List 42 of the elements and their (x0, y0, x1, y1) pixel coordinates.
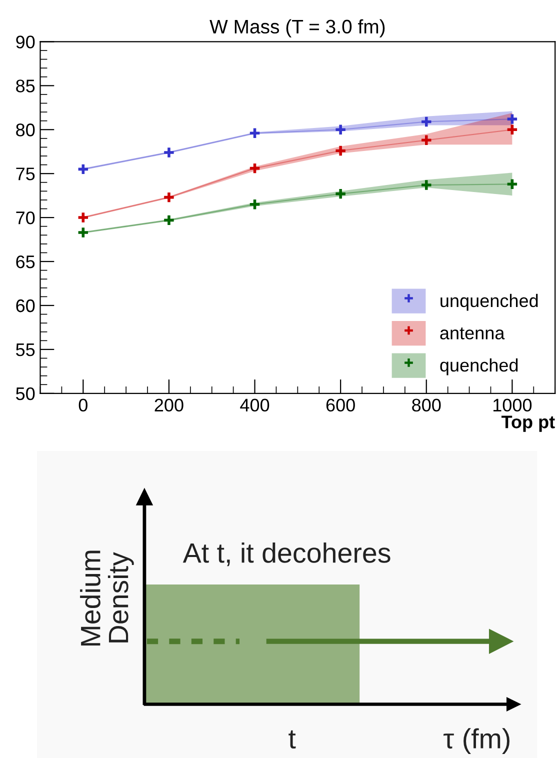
point (76, 162, 90, 176)
legend-label: antenna (440, 328, 505, 340)
text: Medium Density (80, 550, 134, 646)
point (506, 112, 518, 126)
x-tick-label: 200 (154, 398, 184, 412)
point (420, 115, 433, 128)
point (162, 191, 176, 204)
text: t (288, 730, 296, 749)
point (334, 123, 347, 136)
x-tick-label: 1000 (493, 398, 532, 412)
y-tick-label: 55 (16, 344, 35, 356)
y-tick-label: 60 (16, 299, 35, 312)
x-tick-label: 400 (240, 398, 270, 412)
point (506, 123, 518, 136)
y-tick-label: 70 (16, 211, 35, 224)
text: At t, it decoheres (182, 542, 390, 566)
y-tick-label: 75 (16, 168, 35, 180)
legend-label: quenched (440, 358, 518, 376)
y-tick-label: 80 (16, 124, 35, 136)
y-tick-label: 50 (16, 387, 35, 400)
point (162, 214, 176, 226)
y-tick-label: 90 (16, 36, 35, 48)
legend-label: unquenched (440, 294, 538, 311)
x-tick-label: 600 (326, 398, 355, 412)
y-tick-label: 85 (16, 80, 35, 92)
point (334, 144, 347, 157)
y-tick-label: 65 (16, 255, 35, 268)
point (334, 188, 347, 200)
point (420, 134, 433, 146)
point (76, 226, 90, 239)
x-tick-label: 0 (78, 398, 88, 412)
point (248, 126, 262, 140)
point (76, 211, 90, 224)
point (248, 198, 262, 211)
text: τ (fm) (444, 728, 510, 754)
chart-title: W Mass (T = 3.0 fm) (210, 19, 385, 38)
point (506, 178, 518, 190)
point (248, 162, 262, 175)
point (420, 178, 433, 192)
x-tick-label: 800 (412, 398, 441, 412)
point (162, 146, 176, 159)
x-axis-title: Top pt (501, 416, 555, 432)
